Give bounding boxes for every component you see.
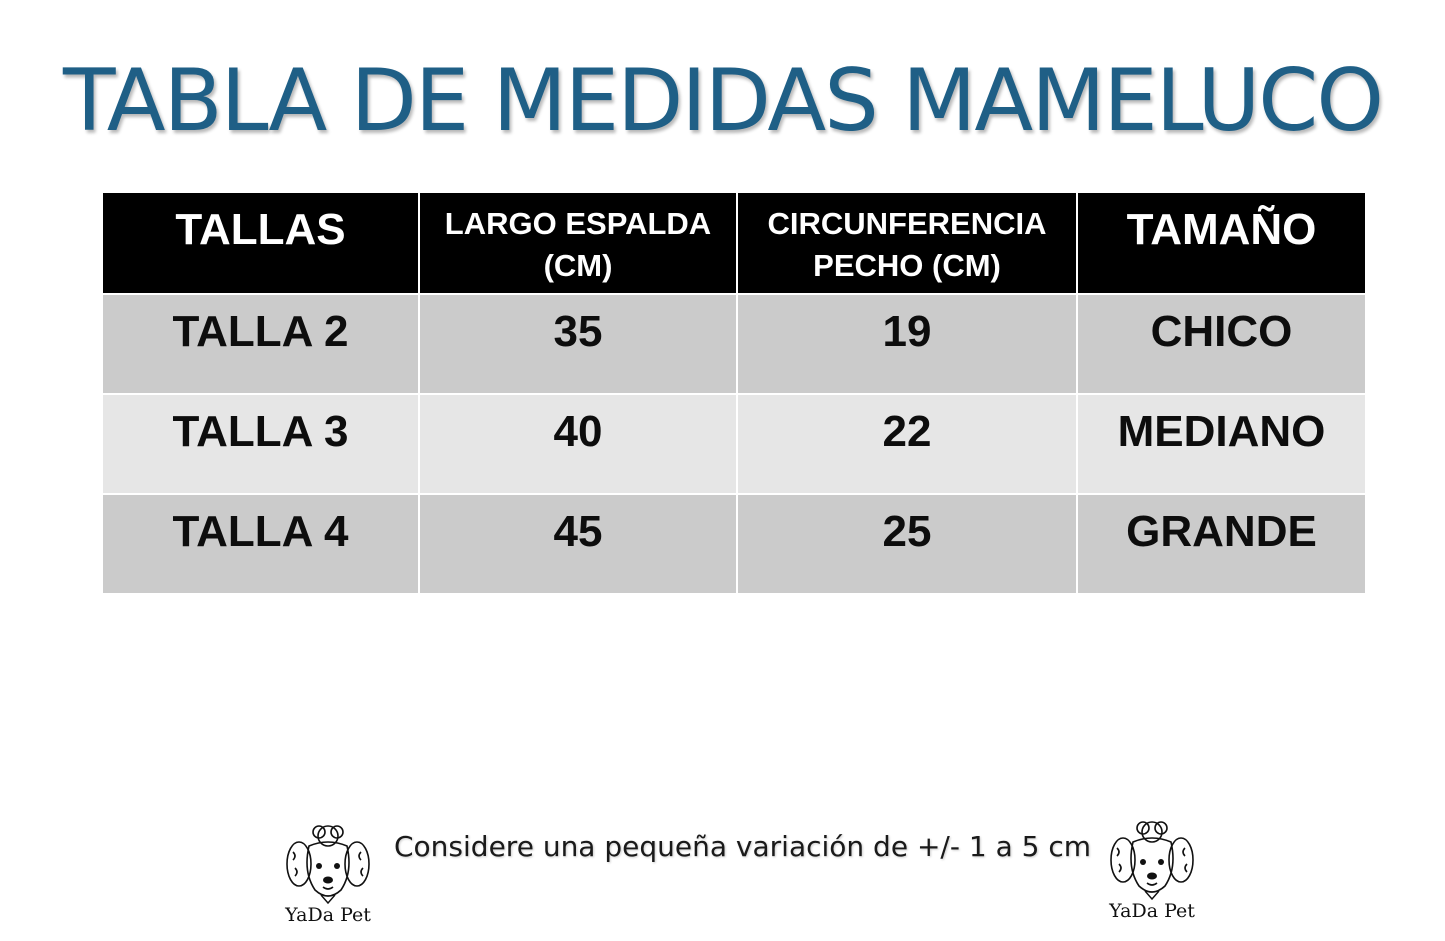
table-cell: TALLA 2 <box>101 293 420 395</box>
logo-text: YaDa Pet <box>285 904 371 926</box>
table-row: TALLA 3 40 22 MEDIANO <box>101 393 1367 495</box>
table-cell: TALLA 4 <box>101 493 420 595</box>
poodle-icon <box>278 822 378 906</box>
page-title: TABLA DE MEDIDAS MAMELUCO <box>62 51 1384 151</box>
table-cell: 25 <box>736 493 1078 595</box>
table-cell: 22 <box>736 393 1078 495</box>
logo-text: YaDa Pet <box>1109 900 1195 922</box>
table-cell: CHICO <box>1076 293 1367 395</box>
yada-pet-logo: YaDa Pet <box>278 822 378 926</box>
table-row: TALLA 2 35 19 CHICO <box>101 293 1367 395</box>
variation-note: Considere una pequeña variación de +/- 1… <box>394 830 1092 863</box>
header-cell: LARGO ESPALDA (CM) <box>418 191 738 295</box>
table-row: TALLA 4 45 25 GRANDE <box>101 493 1367 595</box>
table-cell: 19 <box>736 293 1078 395</box>
poodle-icon <box>1102 818 1202 902</box>
yada-pet-logo: YaDa Pet <box>1102 818 1202 922</box>
header-cell: TALLAS <box>101 191 420 295</box>
size-table: TALLAS LARGO ESPALDA (CM) CIRCUNFERENCIA… <box>101 191 1367 595</box>
table-header-row: TALLAS LARGO ESPALDA (CM) CIRCUNFERENCIA… <box>101 191 1367 295</box>
table-cell: GRANDE <box>1076 493 1367 595</box>
table-cell: TALLA 3 <box>101 393 420 495</box>
table-cell: 45 <box>418 493 738 595</box>
table-cell: MEDIANO <box>1076 393 1367 495</box>
table-cell: 40 <box>418 393 738 495</box>
header-cell: CIRCUNFERENCIA PECHO (CM) <box>736 191 1078 295</box>
header-cell: TAMAÑO <box>1076 191 1367 295</box>
table-cell: 35 <box>418 293 738 395</box>
